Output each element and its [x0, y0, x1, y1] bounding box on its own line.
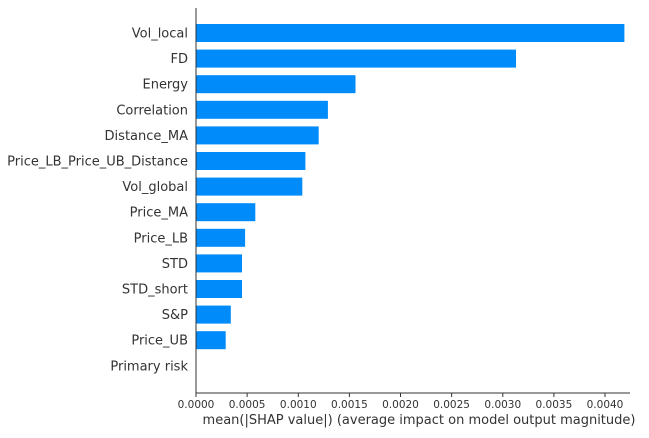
x-tick-label: 0.0015: [331, 399, 368, 411]
bar-price-ub: [196, 331, 226, 350]
x-tick-label: 0.0020: [382, 399, 419, 411]
bar-energy: [196, 75, 356, 94]
bars-layer: [196, 24, 625, 350]
x-tick-label: 0.0030: [484, 399, 521, 411]
bar-correlation: [196, 100, 328, 119]
y-tick-label: Price_UB: [131, 334, 188, 349]
x-tick-label: 0.0005: [229, 399, 266, 411]
y-tick-label: S&P: [162, 308, 188, 323]
bar-price-lb: [196, 228, 246, 247]
y-tick-label: Price_MA: [130, 206, 188, 221]
bar-std: [196, 254, 242, 273]
bar-std-short: [196, 280, 242, 298]
y-tick-label: Vol_local: [132, 27, 188, 42]
x-tick-label: 0.0010: [280, 399, 317, 411]
bar-s-p: [196, 305, 231, 324]
y-tick-label: Primary risk: [110, 359, 188, 374]
x-tick-label: 0.0035: [536, 399, 573, 411]
bar-fd: [196, 49, 516, 68]
y-tick-label: Distance_MA: [105, 129, 189, 144]
y-tick-label: STD_short: [122, 283, 188, 298]
bar-vol-local: [196, 24, 625, 42]
y-tick-label: Vol_global: [122, 180, 188, 195]
bar-vol-global: [196, 177, 303, 196]
y-tick-label: Energy: [142, 78, 188, 93]
x-axis-title: mean(|SHAP value|) (average impact on mo…: [203, 413, 636, 428]
x-tick-label: 0.0000: [178, 399, 215, 411]
x-tick-labels: 0.0000 0.0005 0.0010 0.0015 0.0020 0.0025 0.00…: [178, 399, 624, 411]
x-tick-marks: [195, 393, 606, 397]
y-tick-label: Price_LB: [134, 231, 188, 246]
bar-price-lb-price-ub-distance: [196, 152, 306, 170]
bar-price-ma: [196, 203, 256, 222]
y-tick-label: FD: [171, 52, 189, 67]
y-tick-label: STD: [162, 257, 188, 272]
y-tick-label: Price_LB_Price_UB_Distance: [7, 155, 188, 170]
x-tick-label: 0.0025: [433, 399, 470, 411]
y-tick-label: Correlation: [116, 103, 188, 118]
bar-distance-ma: [196, 126, 319, 145]
y-tick-labels: Vol_local FD Energy Correlation Distance_MA P…: [7, 27, 188, 375]
x-tick-label: 0.0040: [587, 399, 624, 411]
